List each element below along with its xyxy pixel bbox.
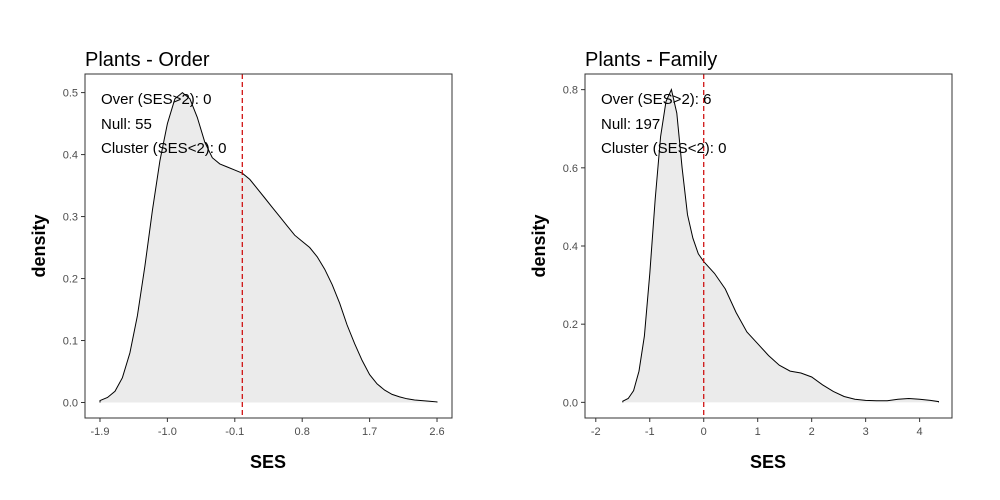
x-tick-label: -1.9 bbox=[90, 426, 109, 438]
x-tick-label: 2.6 bbox=[429, 426, 444, 438]
x-tick-label: -1 bbox=[645, 426, 655, 438]
y-tick-label: 0.3 bbox=[63, 212, 78, 224]
chart-title: Plants - Family bbox=[585, 49, 717, 71]
annotation-box: Over (SES>2): 6 Null: 197 Cluster (SES<2… bbox=[601, 91, 726, 157]
y-tick-label: 0.4 bbox=[63, 150, 78, 162]
panel-border bbox=[84, 73, 453, 419]
y-axis-label: density bbox=[29, 214, 49, 277]
y-tick-label: 0.0 bbox=[63, 398, 78, 410]
annotation-null: Null: 197 bbox=[601, 116, 660, 133]
chart-title: Plants - Order bbox=[85, 49, 210, 71]
y-tick-label: 0.0 bbox=[563, 397, 578, 409]
density-curve bbox=[99, 91, 438, 403]
y-tick-label: 0.5 bbox=[63, 88, 78, 100]
x-tick-label: 0 bbox=[701, 426, 707, 438]
plot-area: -2 -1 0 1 2 3 4 0.0 0.2 0.4 0.6 0.8 bbox=[563, 73, 953, 438]
y-tick-label: 0.1 bbox=[63, 336, 78, 348]
x-tick-label: -2 bbox=[591, 426, 601, 438]
annotation-null: Null: 55 bbox=[101, 116, 152, 133]
density-curve bbox=[622, 88, 939, 403]
x-tick-label: 0.8 bbox=[295, 426, 310, 438]
panel-plants-order: Plants - Order density SES -1.9 -1.0 -0.1 0… bbox=[29, 49, 453, 472]
y-tick-label: 0.2 bbox=[63, 274, 78, 286]
y-tick-label: 0.6 bbox=[563, 163, 578, 175]
x-tick-label: 1.7 bbox=[362, 426, 377, 438]
y-tick-label: 0.4 bbox=[563, 241, 578, 253]
x-tick-label: -0.1 bbox=[225, 426, 244, 438]
annotation-over: Over (SES>2): 6 bbox=[601, 91, 711, 108]
x-tick-label: 4 bbox=[917, 426, 923, 438]
plot-area: -1.9 -1.0 -0.1 0.8 1.7 2.6 0.0 0.1 0.2 0.3 0.4 0.5 bbox=[63, 73, 453, 438]
x-tick-label: 2 bbox=[809, 426, 815, 438]
x-tick-label: -1.0 bbox=[158, 426, 177, 438]
y-tick-label: 0.8 bbox=[563, 85, 578, 97]
x-tick-label: 3 bbox=[863, 426, 869, 438]
y-tick-label: 0.2 bbox=[563, 319, 578, 331]
x-axis-label: SES bbox=[250, 452, 286, 472]
panel-plants-family: Plants - Family density SES -2 -1 0 1 2 3 4 0.0… bbox=[529, 49, 953, 472]
annotation-over: Over (SES>2): 0 bbox=[101, 91, 211, 108]
y-axis-label: density bbox=[529, 214, 549, 277]
x-axis-label: SES bbox=[750, 452, 786, 472]
x-tick-label: 1 bbox=[755, 426, 761, 438]
annotation-cluster: Cluster (SES<2): 0 bbox=[101, 140, 226, 157]
annotation-cluster: Cluster (SES<2): 0 bbox=[601, 140, 726, 157]
annotation-box: Over (SES>2): 0 Null: 55 Cluster (SES<2)… bbox=[101, 91, 226, 157]
